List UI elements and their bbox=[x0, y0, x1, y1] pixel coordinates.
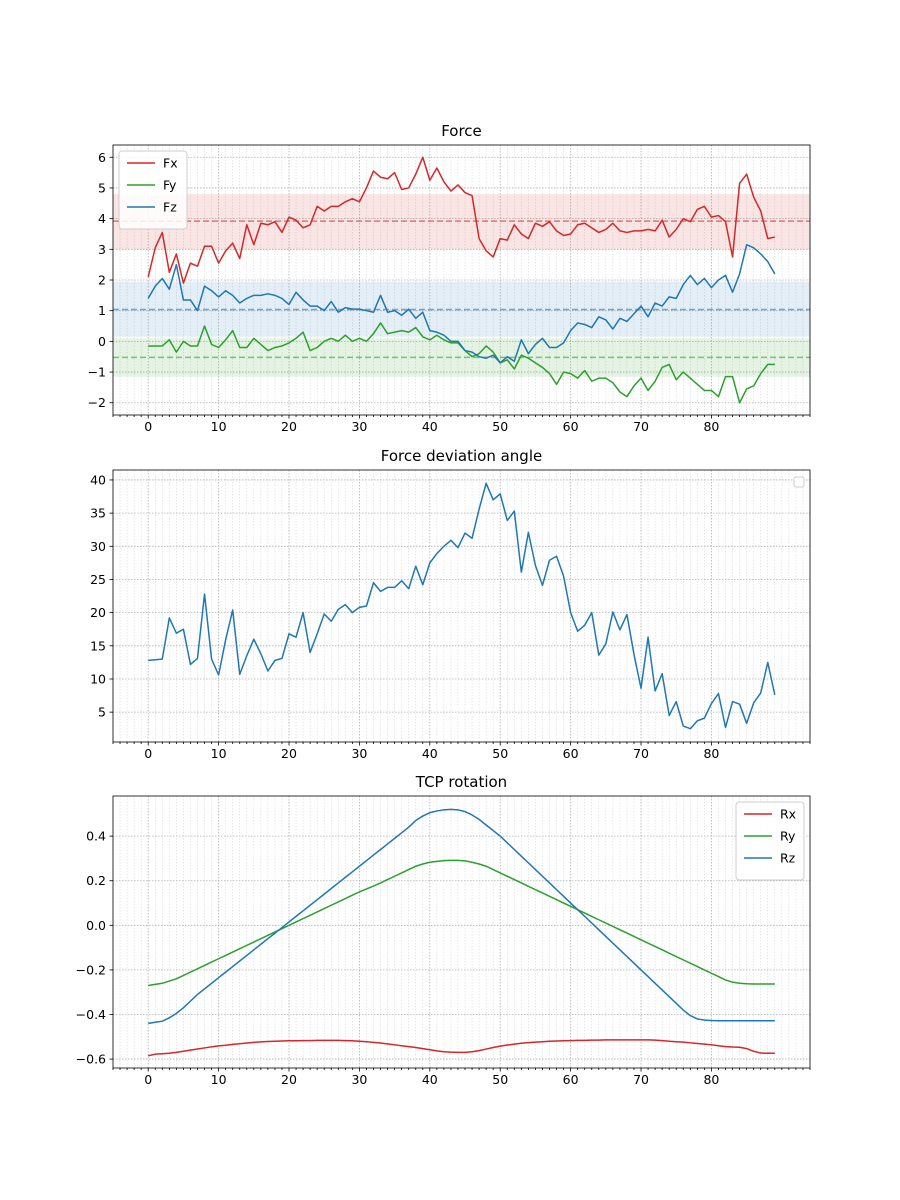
grid bbox=[112, 796, 811, 1068]
legend-label: Rx bbox=[780, 807, 796, 822]
x-tick-label: 50 bbox=[492, 1072, 508, 1087]
y-tick-label: 5 bbox=[98, 180, 106, 195]
y-tick-label: 4 bbox=[98, 211, 106, 226]
series-group bbox=[148, 808, 775, 1057]
legend-box bbox=[735, 801, 805, 881]
y-tick-label: 15 bbox=[90, 638, 106, 653]
y-tick-label: 2 bbox=[98, 273, 106, 288]
x-tick-label: 60 bbox=[563, 1072, 579, 1087]
y-tick-label: 35 bbox=[90, 506, 106, 521]
legend-label: Fz bbox=[163, 200, 177, 215]
legend-label: Fx bbox=[163, 156, 178, 171]
y-tick-label: −0.2 bbox=[76, 962, 106, 977]
x-tick-label: 80 bbox=[703, 1072, 719, 1087]
x-tick-label: 80 bbox=[703, 746, 719, 761]
series-line-fz bbox=[147, 243, 776, 364]
legend: Fx Fy Fz bbox=[118, 150, 188, 230]
series-line-rx bbox=[148, 1039, 775, 1057]
x-tick-label: 40 bbox=[422, 419, 438, 434]
y-tick-label: 0 bbox=[98, 334, 106, 349]
x-tick-label: 40 bbox=[422, 1072, 438, 1087]
legend: Rx Ry Rz bbox=[735, 801, 805, 881]
y-tick-label: −2 bbox=[88, 395, 106, 410]
subplot-1: 0 10 20 30 40 50 60 70 80 −2 −1 0 1 2 3 4 5 6 Force Fx Fy Fz bbox=[88, 122, 811, 434]
x-tick-label: 60 bbox=[563, 419, 579, 434]
y-tick-label: 10 bbox=[90, 671, 106, 686]
series-line-angle bbox=[148, 482, 776, 730]
x-tick-label: 10 bbox=[211, 1072, 227, 1087]
series-line-rz bbox=[148, 808, 775, 1025]
y-tick-label: 30 bbox=[90, 539, 106, 554]
y-tick-label: 5 bbox=[98, 705, 106, 720]
legend-label: Fy bbox=[163, 178, 177, 193]
x-tick-label: 50 bbox=[492, 746, 508, 761]
axes-frame bbox=[112, 795, 811, 1069]
chart-title: Force deviation angle bbox=[381, 447, 542, 465]
x-tick-label: 20 bbox=[281, 746, 297, 761]
y-tick-label: 0.2 bbox=[86, 873, 106, 888]
x-tick-label: 20 bbox=[281, 419, 297, 434]
y-tick-label: −0.4 bbox=[76, 1007, 106, 1022]
chart-title: TCP rotation bbox=[415, 773, 507, 791]
x-tick-label: 30 bbox=[351, 419, 367, 434]
series-line-fx bbox=[147, 156, 775, 284]
x-tick-label: 0 bbox=[144, 746, 152, 761]
chart-title: Force bbox=[441, 122, 482, 140]
x-tick-label: 70 bbox=[633, 419, 649, 434]
grid bbox=[112, 470, 811, 742]
x-tick-label: 10 bbox=[211, 746, 227, 761]
x-tick-label: 60 bbox=[563, 746, 579, 761]
subplot-2: 0 10 20 30 40 50 60 70 80 5 10 15 20 25 30 35 40 Force de… bbox=[90, 447, 811, 761]
legend-label: Rz bbox=[780, 851, 796, 866]
y-tick-label: 0.0 bbox=[86, 918, 106, 933]
y-tick-label: 40 bbox=[90, 472, 106, 487]
x-tick-label: 70 bbox=[633, 1072, 649, 1087]
x-tick-label: 80 bbox=[703, 419, 719, 434]
series-group bbox=[148, 482, 776, 730]
axes-frame bbox=[112, 469, 811, 743]
y-tick-label: 3 bbox=[98, 242, 106, 257]
y-tick-label: 20 bbox=[90, 605, 106, 620]
x-tick-label: 10 bbox=[211, 419, 227, 434]
x-tick-label: 30 bbox=[351, 746, 367, 761]
y-tick-label: 6 bbox=[98, 150, 106, 165]
y-tick-label: 1 bbox=[98, 303, 106, 318]
y-tick-label: 25 bbox=[90, 572, 106, 587]
legend-box bbox=[118, 150, 188, 230]
series-group bbox=[147, 156, 776, 404]
x-tick-label: 0 bbox=[144, 419, 152, 434]
x-tick-label: 70 bbox=[633, 746, 649, 761]
x-tick-label: 30 bbox=[351, 1072, 367, 1087]
y-tick-label: −0.6 bbox=[76, 1052, 106, 1067]
y-tick-label: −1 bbox=[88, 365, 106, 380]
x-tick-label: 50 bbox=[492, 419, 508, 434]
x-tick-label: 40 bbox=[422, 746, 438, 761]
subplot-3: 0 10 20 30 40 50 60 70 80 −0.6 −0.4 −0.2 0.0 0.2 0.4 TC… bbox=[76, 773, 811, 1087]
legend-label: Ry bbox=[780, 829, 796, 844]
x-tick-label: 20 bbox=[281, 1072, 297, 1087]
y-tick-label: 0.4 bbox=[86, 829, 106, 844]
legend-box-empty bbox=[793, 476, 805, 488]
x-tick-label: 0 bbox=[144, 1072, 152, 1087]
series-line-ry bbox=[148, 859, 775, 987]
